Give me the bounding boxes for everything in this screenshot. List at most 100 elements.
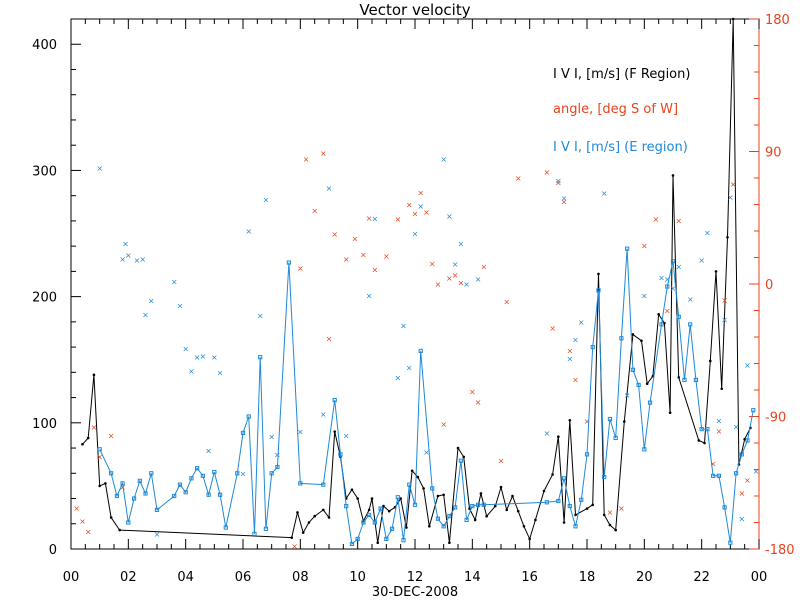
data-point bbox=[464, 517, 469, 523]
data-point bbox=[551, 473, 554, 476]
data-point bbox=[676, 314, 681, 319]
data-point: × bbox=[303, 155, 310, 164]
data-point: × bbox=[383, 252, 390, 261]
x-tick-label: 02 bbox=[120, 570, 137, 585]
data-point bbox=[636, 382, 641, 388]
data-point bbox=[591, 503, 595, 507]
data-point: × bbox=[417, 189, 424, 198]
data-point bbox=[435, 516, 441, 521]
data-point bbox=[522, 524, 526, 528]
data-point bbox=[405, 526, 408, 529]
data-point bbox=[246, 414, 251, 419]
data-point bbox=[665, 284, 670, 289]
data-point bbox=[131, 496, 137, 501]
data-point bbox=[622, 420, 626, 423]
data-point: × bbox=[515, 174, 522, 183]
data-point bbox=[378, 506, 383, 511]
data-point bbox=[751, 408, 756, 413]
data-point bbox=[657, 312, 660, 316]
data-point bbox=[137, 478, 142, 483]
data-point: × bbox=[188, 367, 195, 376]
data-point bbox=[475, 502, 481, 507]
x-tick-label: 04 bbox=[177, 570, 194, 585]
data-point bbox=[647, 400, 653, 405]
data-point bbox=[418, 348, 423, 353]
data-point bbox=[81, 442, 84, 446]
x-tick-label: 20 bbox=[636, 570, 653, 585]
data-point bbox=[344, 503, 349, 509]
data-point bbox=[436, 494, 440, 498]
data-point bbox=[705, 427, 710, 432]
data-point: × bbox=[142, 310, 149, 319]
data-point: × bbox=[561, 194, 568, 203]
data-point: × bbox=[263, 195, 270, 204]
data-point bbox=[401, 538, 406, 543]
data-point bbox=[149, 471, 154, 476]
data-point: × bbox=[435, 280, 442, 289]
data-point bbox=[556, 498, 561, 504]
data-point bbox=[177, 482, 183, 487]
data-point bbox=[376, 541, 380, 544]
data-point: × bbox=[744, 476, 751, 485]
data-point: × bbox=[446, 274, 453, 283]
data-point bbox=[561, 476, 567, 481]
data-point: × bbox=[458, 240, 465, 249]
data-point bbox=[726, 236, 729, 239]
data-point: × bbox=[343, 431, 350, 440]
data-point bbox=[614, 528, 617, 532]
data-point bbox=[355, 536, 360, 542]
y-right-tick-label: 0 bbox=[765, 278, 773, 293]
data-point bbox=[493, 504, 497, 508]
data-point: × bbox=[194, 353, 201, 362]
y-right-tick-label: 180 bbox=[765, 13, 790, 28]
data-point: × bbox=[704, 228, 711, 237]
data-point: × bbox=[475, 275, 482, 284]
data-point bbox=[126, 520, 131, 525]
data-point bbox=[240, 430, 246, 436]
data-point: × bbox=[108, 432, 115, 441]
y-left-tick-label: 0 bbox=[49, 543, 57, 558]
data-point: × bbox=[326, 184, 333, 193]
x-tick-label: 22 bbox=[693, 570, 710, 585]
data-point: × bbox=[394, 373, 401, 382]
legend-angle: angle, [deg S of W] bbox=[553, 102, 678, 117]
data-point bbox=[722, 505, 727, 510]
data-point bbox=[143, 491, 148, 496]
data-point bbox=[350, 488, 354, 491]
data-point: × bbox=[463, 280, 470, 289]
x-axis-label: 30-DEC-2008 bbox=[372, 585, 458, 600]
data-point: × bbox=[733, 423, 740, 432]
data-point: × bbox=[154, 530, 161, 539]
data-point bbox=[613, 435, 618, 441]
data-point: × bbox=[139, 255, 146, 264]
data-point bbox=[663, 321, 666, 325]
data-point bbox=[263, 526, 269, 531]
data-point: × bbox=[394, 215, 401, 224]
data-point: × bbox=[670, 284, 677, 293]
data-point: × bbox=[96, 164, 103, 173]
data-point bbox=[645, 382, 649, 385]
data-point: × bbox=[721, 315, 728, 324]
data-point: × bbox=[452, 271, 459, 280]
data-point: × bbox=[664, 275, 671, 284]
data-point bbox=[619, 336, 624, 341]
data-point bbox=[286, 260, 291, 265]
data-point bbox=[327, 516, 331, 519]
data-point: × bbox=[584, 417, 591, 426]
data-point bbox=[468, 507, 471, 510]
data-point bbox=[109, 471, 114, 476]
data-point: × bbox=[744, 361, 751, 370]
data-point: × bbox=[716, 416, 723, 425]
data-point: × bbox=[171, 277, 178, 286]
data-point: × bbox=[498, 457, 505, 466]
data-point: × bbox=[134, 256, 141, 265]
data-point bbox=[321, 482, 326, 487]
y-right-tick-label: -90 bbox=[765, 411, 786, 426]
data-point bbox=[699, 427, 704, 432]
data-point bbox=[456, 446, 460, 450]
data-point: × bbox=[245, 227, 252, 236]
data-point bbox=[410, 469, 414, 473]
data-point bbox=[428, 524, 431, 528]
data-point bbox=[97, 447, 102, 452]
y-right-tick-label: -180 bbox=[765, 543, 795, 558]
